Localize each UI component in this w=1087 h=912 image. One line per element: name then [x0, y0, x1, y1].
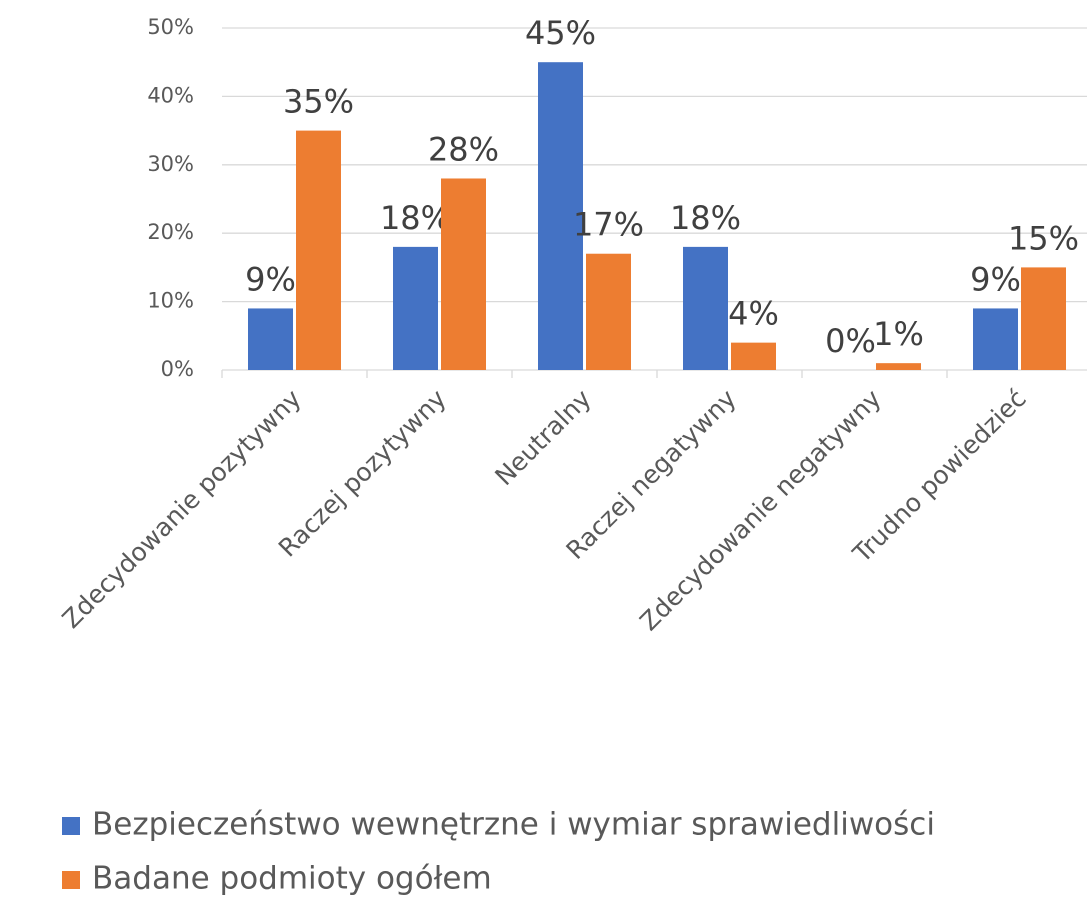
legend-swatch [62, 817, 80, 835]
value-label: 18% [380, 199, 451, 237]
y-tick-label: 30% [147, 152, 194, 176]
value-label: 45% [525, 14, 596, 52]
bar [393, 246, 438, 370]
value-label: 4% [728, 295, 779, 333]
value-label: 9% [245, 260, 296, 298]
y-tick-label: 0% [161, 357, 194, 381]
bar [683, 246, 728, 370]
y-tick-label: 40% [147, 83, 194, 107]
bar [1021, 267, 1066, 370]
value-label: 1% [873, 315, 924, 353]
bar [296, 130, 341, 370]
bar [586, 253, 631, 370]
y-tick-label: 20% [147, 220, 194, 244]
x-tick-label: Zdecydowanie pozytywny [57, 384, 307, 634]
legend-label: Badane podmioty ogółem [92, 861, 492, 897]
value-label: 15% [1008, 219, 1079, 257]
bar [248, 308, 293, 370]
value-label: 0% [825, 322, 876, 360]
x-tick-label: Zdecydowanie negatywny [634, 384, 887, 637]
legend-swatch [62, 871, 80, 889]
legend-label: Bezpieczeństwo wewnętrzne i wymiar spraw… [92, 807, 935, 843]
bar [731, 342, 776, 370]
bar [876, 363, 921, 370]
y-tick-label: 50% [147, 15, 194, 39]
value-label: 18% [670, 199, 741, 237]
value-label: 9% [970, 260, 1021, 298]
bar [441, 178, 486, 370]
bar [538, 62, 583, 370]
y-tick-label: 10% [147, 289, 194, 313]
value-label: 28% [428, 130, 499, 168]
value-label: 17% [573, 206, 644, 244]
value-label: 35% [283, 83, 354, 121]
bar [973, 308, 1018, 370]
x-tick-label: Neutralny [489, 384, 597, 492]
